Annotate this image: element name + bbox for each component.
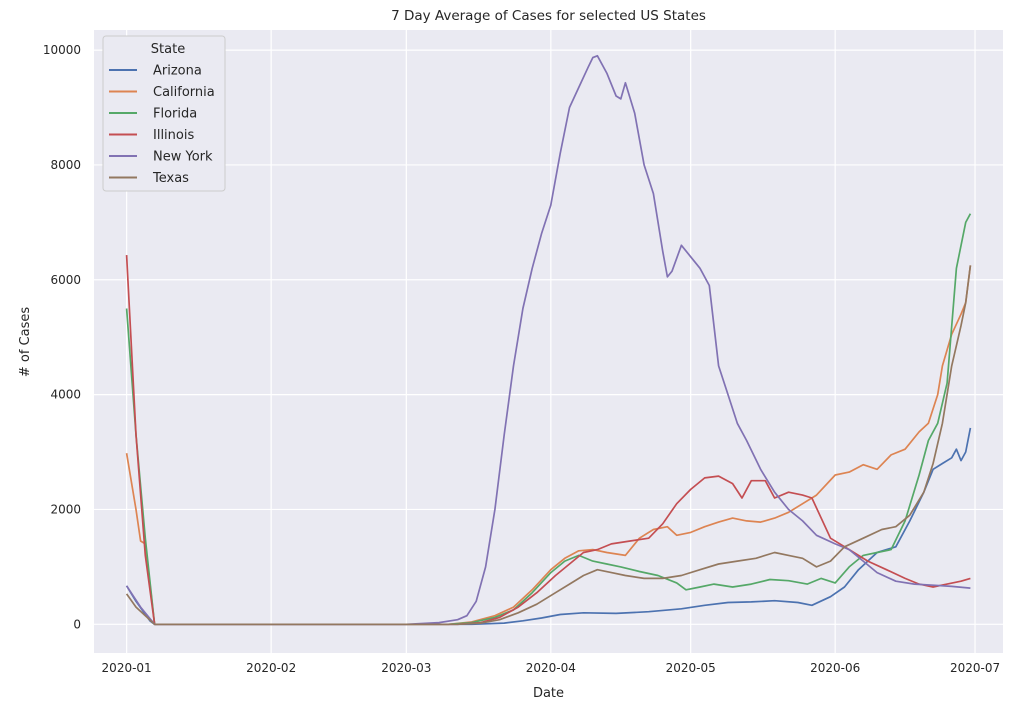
legend-item-label: Illinois xyxy=(153,128,194,143)
x-tick-label: 2020-02 xyxy=(246,661,296,675)
legend-item-label: Texas xyxy=(152,171,189,186)
x-tick-label: 2020-05 xyxy=(666,661,716,675)
x-tick-label: 2020-04 xyxy=(526,661,576,675)
series-line-florida xyxy=(125,213,972,626)
chart-title: 7 Day Average of Cases for selected US S… xyxy=(391,8,706,24)
series-line-arizona xyxy=(125,427,972,626)
series-line-texas xyxy=(125,265,972,626)
series-line-california xyxy=(125,265,972,626)
legend-item-label: New York xyxy=(153,150,213,165)
series-line-illinois xyxy=(125,255,971,626)
y-axis-ticks: 0 2000 4000 6000 8000 10000 xyxy=(43,43,81,631)
y-tick-label: 10000 xyxy=(43,43,81,57)
legend-box xyxy=(102,35,226,192)
y-tick-label: 4000 xyxy=(50,388,81,402)
legend-items: Arizona California Florida Illinois New York… xyxy=(109,64,215,186)
legend-item-label: Florida xyxy=(153,107,197,122)
legend: State Arizona California Florida Illinois Ne… xyxy=(102,35,226,192)
legend-title: State xyxy=(151,42,185,57)
legend-item-label: Arizona xyxy=(153,64,202,79)
series-line-new-york xyxy=(125,54,971,626)
x-tick-label: 2020-06 xyxy=(810,661,860,675)
y-tick-label: 8000 xyxy=(50,158,81,172)
y-axis-label: # of Cases xyxy=(18,307,33,378)
y-tick-label: 0 xyxy=(73,617,81,631)
x-axis-ticks: 2020-01 2020-02 2020-03 2020-04 2020-05 2020-… xyxy=(102,661,1001,675)
y-tick-label: 6000 xyxy=(50,273,81,287)
x-axis-label: Date xyxy=(533,686,564,701)
x-tick-label: 2020-01 xyxy=(102,661,152,675)
y-tick-label: 2000 xyxy=(50,502,81,516)
x-tick-label: 2020-03 xyxy=(381,661,431,675)
legend-item-label: California xyxy=(153,85,215,100)
plot-area xyxy=(94,30,1003,653)
x-tick-label: 2020-07 xyxy=(950,661,1000,675)
series-lines xyxy=(125,54,972,626)
